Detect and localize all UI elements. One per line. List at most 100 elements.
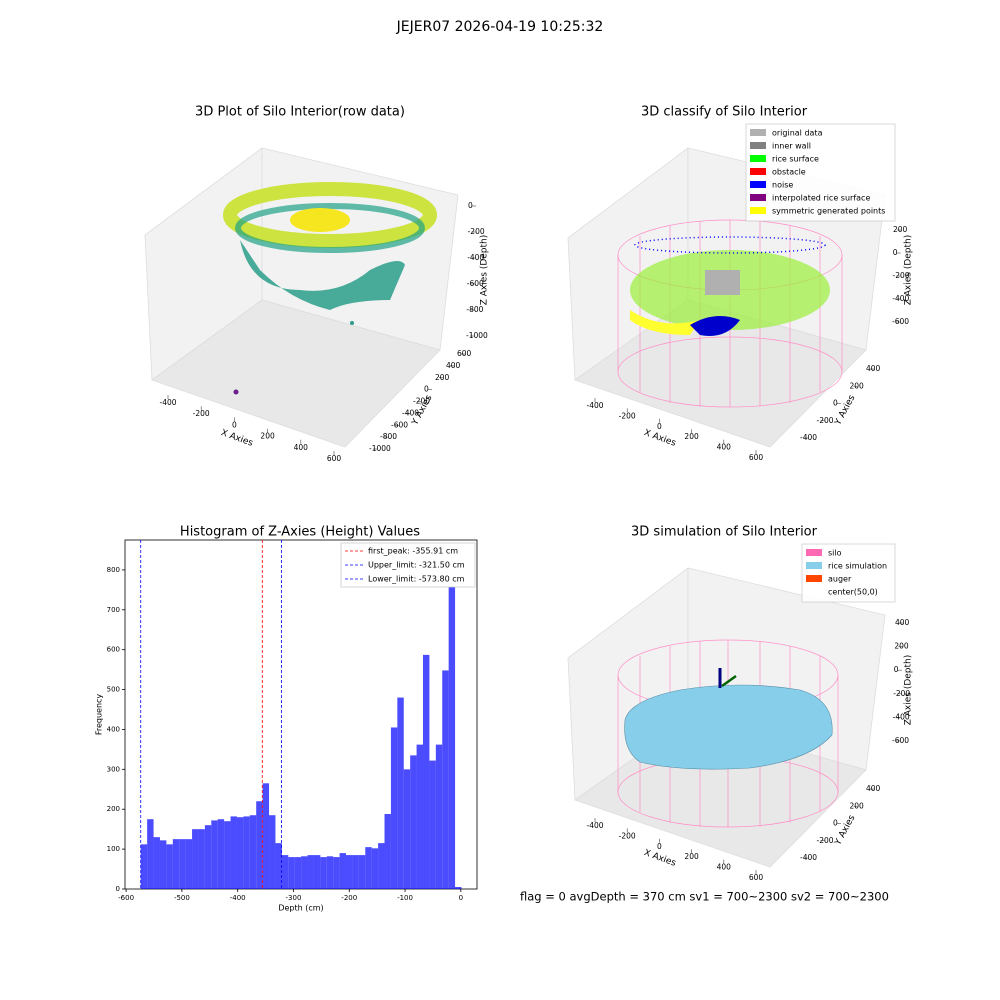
- y-tick-label: 0: [833, 819, 838, 828]
- bar: [204, 825, 212, 889]
- legend-swatch: [806, 562, 822, 569]
- legend-label: original data: [772, 129, 823, 138]
- bar: [192, 829, 199, 889]
- axis-label: Z Axies (Depth): [904, 235, 914, 306]
- bar: [230, 816, 237, 889]
- x-tick-label: -400: [586, 401, 603, 410]
- y-tick-label: 0: [424, 385, 429, 394]
- legend-label: first_peak: -355.91 cm: [368, 547, 458, 556]
- bar: [333, 857, 340, 889]
- legend-swatch: [750, 181, 766, 188]
- x-tick-label: -400: [230, 894, 246, 902]
- bar: [320, 857, 327, 889]
- bar: [153, 837, 160, 889]
- z-tick-label: -400: [892, 294, 909, 303]
- bar: [159, 840, 167, 889]
- legend-label: Upper_limit: -321.50 cm: [368, 561, 465, 570]
- bar: [365, 847, 372, 889]
- x-tick-label: -200: [619, 831, 636, 840]
- chart-title: Histogram of Z-Axies (Height) Values: [180, 525, 420, 540]
- chart-title: 3D classify of Silo Interior: [641, 105, 808, 120]
- y-tick-label: 200: [435, 373, 450, 382]
- bar: [294, 857, 302, 889]
- bar: [224, 821, 231, 889]
- y-tick-label: -200: [817, 836, 834, 845]
- y-tick-label: 700: [107, 606, 120, 614]
- x-tick-label: -200: [619, 411, 636, 420]
- x-tick-label: 600: [749, 453, 764, 462]
- bar: [256, 801, 263, 889]
- z-tick-label: -200: [468, 227, 485, 236]
- y-axis-label: Frequency: [95, 694, 104, 736]
- legend-swatch: [750, 168, 766, 175]
- y-tick-label: 200: [107, 805, 120, 813]
- bar: [147, 819, 154, 889]
- bar: [301, 856, 308, 889]
- z-tick-label: 0: [894, 665, 899, 674]
- y-tick-label: 600: [107, 646, 120, 654]
- z-tick-label: -600: [467, 279, 484, 288]
- z-tick-label: -600: [892, 736, 909, 745]
- legend-label: interpolated rice surface: [772, 194, 870, 203]
- y-tick-label: 200: [850, 801, 865, 810]
- y-tick-label: -400: [402, 408, 419, 417]
- bar: [211, 820, 218, 889]
- legend-label: Lower_limit: -573.80 cm: [368, 575, 465, 584]
- bar: [307, 855, 314, 889]
- bar: [281, 855, 289, 889]
- legend-label: noise: [772, 181, 793, 190]
- bar: [435, 744, 443, 889]
- bar: [262, 783, 270, 889]
- bar: [346, 855, 353, 889]
- y-tick-label: 100: [107, 845, 120, 853]
- bar: [403, 769, 411, 889]
- bar: [217, 819, 225, 889]
- legend-swatch: [750, 194, 766, 201]
- bar: [358, 855, 366, 889]
- x-tick-label: 600: [749, 873, 764, 882]
- bar: [269, 815, 276, 889]
- y-tick-label: -800: [380, 432, 397, 441]
- legend-swatch: [750, 207, 766, 214]
- y-tick-label: 300: [107, 765, 120, 773]
- legend-label: silo: [828, 549, 842, 558]
- x-tick-label: -600: [118, 894, 134, 902]
- x-tick-label: -400: [586, 821, 603, 830]
- z-tick-label: -200: [893, 689, 910, 698]
- legend-label: rice surface: [772, 155, 819, 164]
- z-tick-label: 400: [895, 618, 910, 627]
- chart-title: 3D Plot of Silo Interior(row data): [195, 105, 405, 120]
- x-axis-label: Depth (cm): [278, 904, 323, 913]
- figure-title: JEJER07 2026-04-19 10:25:32: [396, 19, 604, 35]
- y-tick-label: 600: [457, 349, 472, 358]
- bar: [416, 744, 424, 889]
- bar: [275, 843, 282, 889]
- y-tick-label: 800: [107, 566, 120, 574]
- legend-box: [745, 123, 896, 222]
- y-tick-label: 400: [107, 725, 120, 733]
- bar: [249, 815, 257, 889]
- legend-label: obstacle: [772, 168, 806, 177]
- x-tick-label: -200: [193, 409, 210, 418]
- legend-label: auger: [828, 575, 852, 584]
- y-tick-label: -400: [800, 433, 817, 442]
- legend-swatch: [806, 588, 822, 595]
- bar: [339, 853, 347, 889]
- y-tick-label: -200: [413, 397, 430, 406]
- bar: [429, 760, 436, 889]
- axis-label: X Axies: [219, 428, 254, 449]
- y-tick-label: 400: [866, 364, 881, 373]
- bar: [288, 857, 295, 889]
- bar: [371, 848, 379, 889]
- bar: [378, 843, 385, 889]
- y-tick-label: 500: [107, 686, 120, 694]
- y-tick-label: 0: [116, 885, 120, 893]
- z-tick-label: -200: [893, 271, 910, 280]
- bar: [185, 839, 193, 889]
- panel-3d-box: [144, 147, 459, 448]
- bar: [172, 839, 180, 889]
- legend-swatch: [750, 142, 766, 149]
- legend-swatch: [750, 129, 766, 136]
- bar: [384, 814, 391, 889]
- bar: [423, 654, 430, 889]
